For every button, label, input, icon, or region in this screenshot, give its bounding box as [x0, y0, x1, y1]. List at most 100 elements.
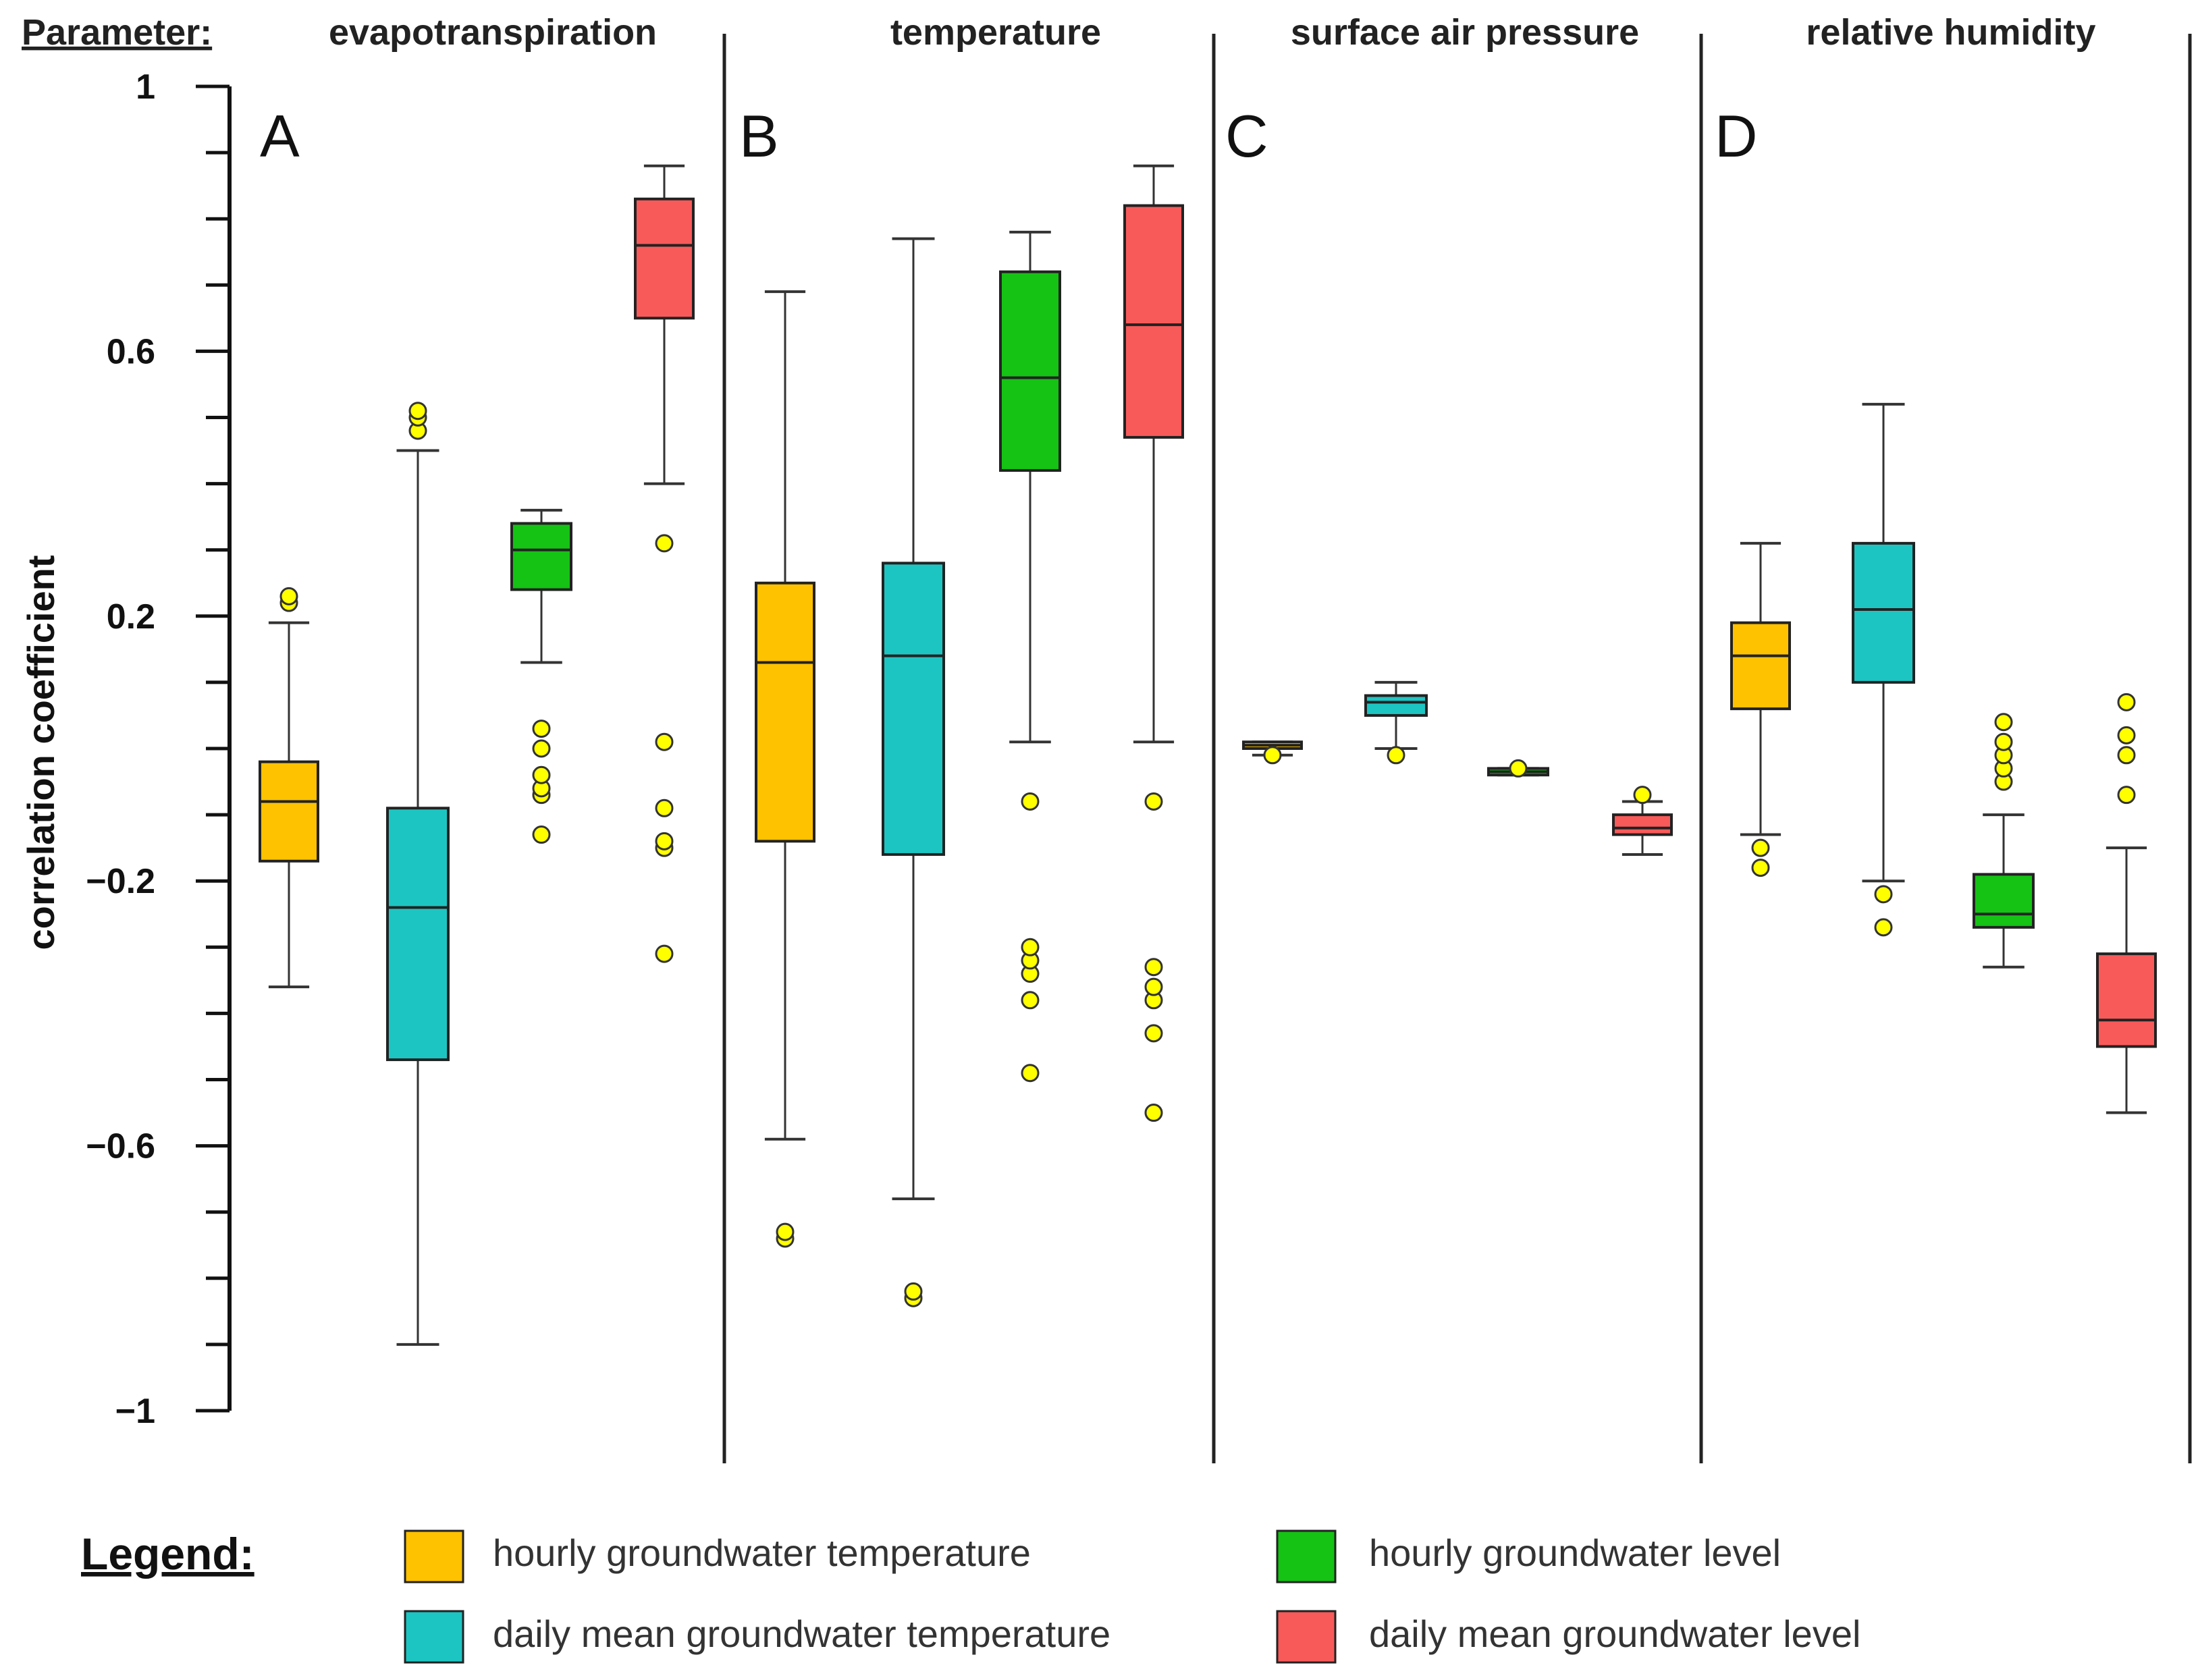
iqr-box — [1123, 204, 1184, 439]
iqr-box — [1730, 621, 1791, 711]
box-hourly-groundwater-level — [1973, 713, 2035, 969]
outlier-point — [776, 1222, 795, 1241]
outlier-point — [532, 825, 551, 844]
outlier-point — [1874, 918, 1893, 937]
outlier-point — [1994, 732, 2013, 751]
legend-label: hourly groundwater temperature — [493, 1532, 1031, 1574]
y-axis: 1 0.6 0.2 −0.2 −0.6 −1 — [86, 67, 232, 1431]
box-hourly-groundwater-temperature — [259, 587, 319, 989]
panel-parameter-title: temperature — [890, 12, 1101, 53]
outlier-point — [1751, 838, 1770, 857]
y-tick-label: −0.6 — [86, 1127, 155, 1166]
legend-label: daily mean groundwater level — [1369, 1613, 1860, 1655]
iqr-box — [259, 760, 319, 863]
outlier-point — [1144, 1024, 1163, 1043]
outlier-point — [1751, 859, 1770, 877]
iqr-box — [1973, 873, 2035, 929]
outlier-point — [1021, 1064, 1040, 1083]
panel-letter: A — [260, 103, 300, 169]
box-daily-mean-groundwater-temperature — [1364, 680, 1428, 765]
box-daily-mean-groundwater-temperature — [882, 237, 945, 1307]
box-hourly-groundwater-level — [999, 230, 1061, 1083]
legend-swatch — [1276, 1610, 1337, 1664]
outlier-point — [655, 534, 674, 553]
outlier-point — [2117, 726, 2136, 744]
outlier-point — [532, 739, 551, 758]
legend-label: daily mean groundwater temperature — [493, 1613, 1110, 1655]
legend-item: daily mean groundwater temperature — [404, 1610, 1110, 1664]
outlier-point — [1144, 1104, 1163, 1122]
panel-d: D — [1715, 103, 2157, 1114]
outlier-point — [1021, 792, 1040, 811]
iqr-box — [999, 270, 1061, 472]
panel-b: B — [739, 103, 1184, 1307]
iqr-box — [1612, 813, 1673, 836]
iqr-box — [755, 581, 815, 843]
parameter-heading: Parameter: — [22, 12, 212, 53]
outlier-point — [532, 720, 551, 738]
legend: Legend: hourly groundwater temperature da… — [81, 1529, 1860, 1664]
panel-c: C — [1225, 103, 1673, 856]
box-hourly-groundwater-temperature — [755, 290, 815, 1248]
y-tick-label: −0.2 — [86, 862, 155, 901]
legend-label: hourly groundwater level — [1369, 1532, 1781, 1574]
outlier-point — [1144, 958, 1163, 977]
iqr-box — [634, 197, 695, 320]
outlier-point — [532, 765, 551, 784]
y-tick-label: 0.6 — [107, 332, 155, 371]
y-tick-label: 0.2 — [107, 597, 155, 636]
outlier-point — [2117, 693, 2136, 711]
iqr-box — [1852, 541, 1915, 684]
box-daily-mean-groundwater-level — [1612, 786, 1673, 856]
outlier-point — [2117, 786, 2136, 805]
y-axis-label: correlation coefficient — [20, 555, 62, 950]
iqr-box — [1364, 694, 1428, 717]
outlier-point — [655, 798, 674, 817]
box-hourly-groundwater-temperature — [1242, 740, 1303, 765]
outlier-point — [1633, 786, 1652, 805]
panel-parameter-title: surface air pressure — [1291, 12, 1639, 53]
outlier-point — [655, 944, 674, 963]
iqr-box — [386, 807, 450, 1062]
iqr-box — [510, 522, 572, 591]
outlier-point — [904, 1282, 923, 1301]
outlier-point — [1144, 792, 1163, 811]
iqr-box — [2096, 952, 2157, 1048]
outlier-point — [1263, 746, 1282, 765]
panel-letter: B — [739, 103, 779, 169]
box-daily-mean-groundwater-temperature — [386, 402, 450, 1346]
legend-title: Legend: — [81, 1529, 254, 1579]
panel-parameter-title: relative humidity — [1806, 12, 2095, 53]
box-daily-mean-groundwater-temperature — [1852, 402, 1915, 937]
outlier-point — [1144, 977, 1163, 996]
panel-dividers — [722, 34, 2192, 1463]
box-hourly-groundwater-level — [510, 508, 572, 844]
outlier-point — [279, 587, 298, 605]
iqr-box — [882, 562, 945, 856]
panel-a: A — [259, 103, 695, 1346]
outlier-point — [408, 402, 427, 421]
panel-headers: evapotranspiration temperature surface air… — [329, 12, 2096, 53]
panel-letter: D — [1715, 103, 1758, 169]
panel-parameter-title: evapotranspiration — [329, 12, 657, 53]
outlier-point — [2117, 746, 2136, 765]
box-hourly-groundwater-level — [1487, 759, 1549, 778]
outlier-point — [655, 732, 674, 751]
panel-letter: C — [1225, 103, 1268, 169]
outlier-point — [1021, 938, 1040, 956]
outlier-point — [1021, 991, 1040, 1010]
y-tick-label: 1 — [136, 67, 155, 107]
outlier-point — [1994, 713, 2013, 732]
outlier-point — [1509, 759, 1528, 778]
box-hourly-groundwater-temperature — [1730, 541, 1791, 877]
legend-swatch — [404, 1529, 464, 1583]
outlier-point — [1387, 746, 1405, 765]
legend-item: daily mean groundwater level — [1276, 1610, 1860, 1664]
box-daily-mean-groundwater-level — [2096, 693, 2157, 1114]
legend-item: hourly groundwater temperature — [404, 1529, 1031, 1583]
box-daily-mean-groundwater-level — [1123, 164, 1184, 1122]
outlier-point — [655, 832, 674, 850]
legend-item: hourly groundwater level — [1276, 1529, 1781, 1583]
box-panels: A B C D — [259, 103, 2157, 1346]
